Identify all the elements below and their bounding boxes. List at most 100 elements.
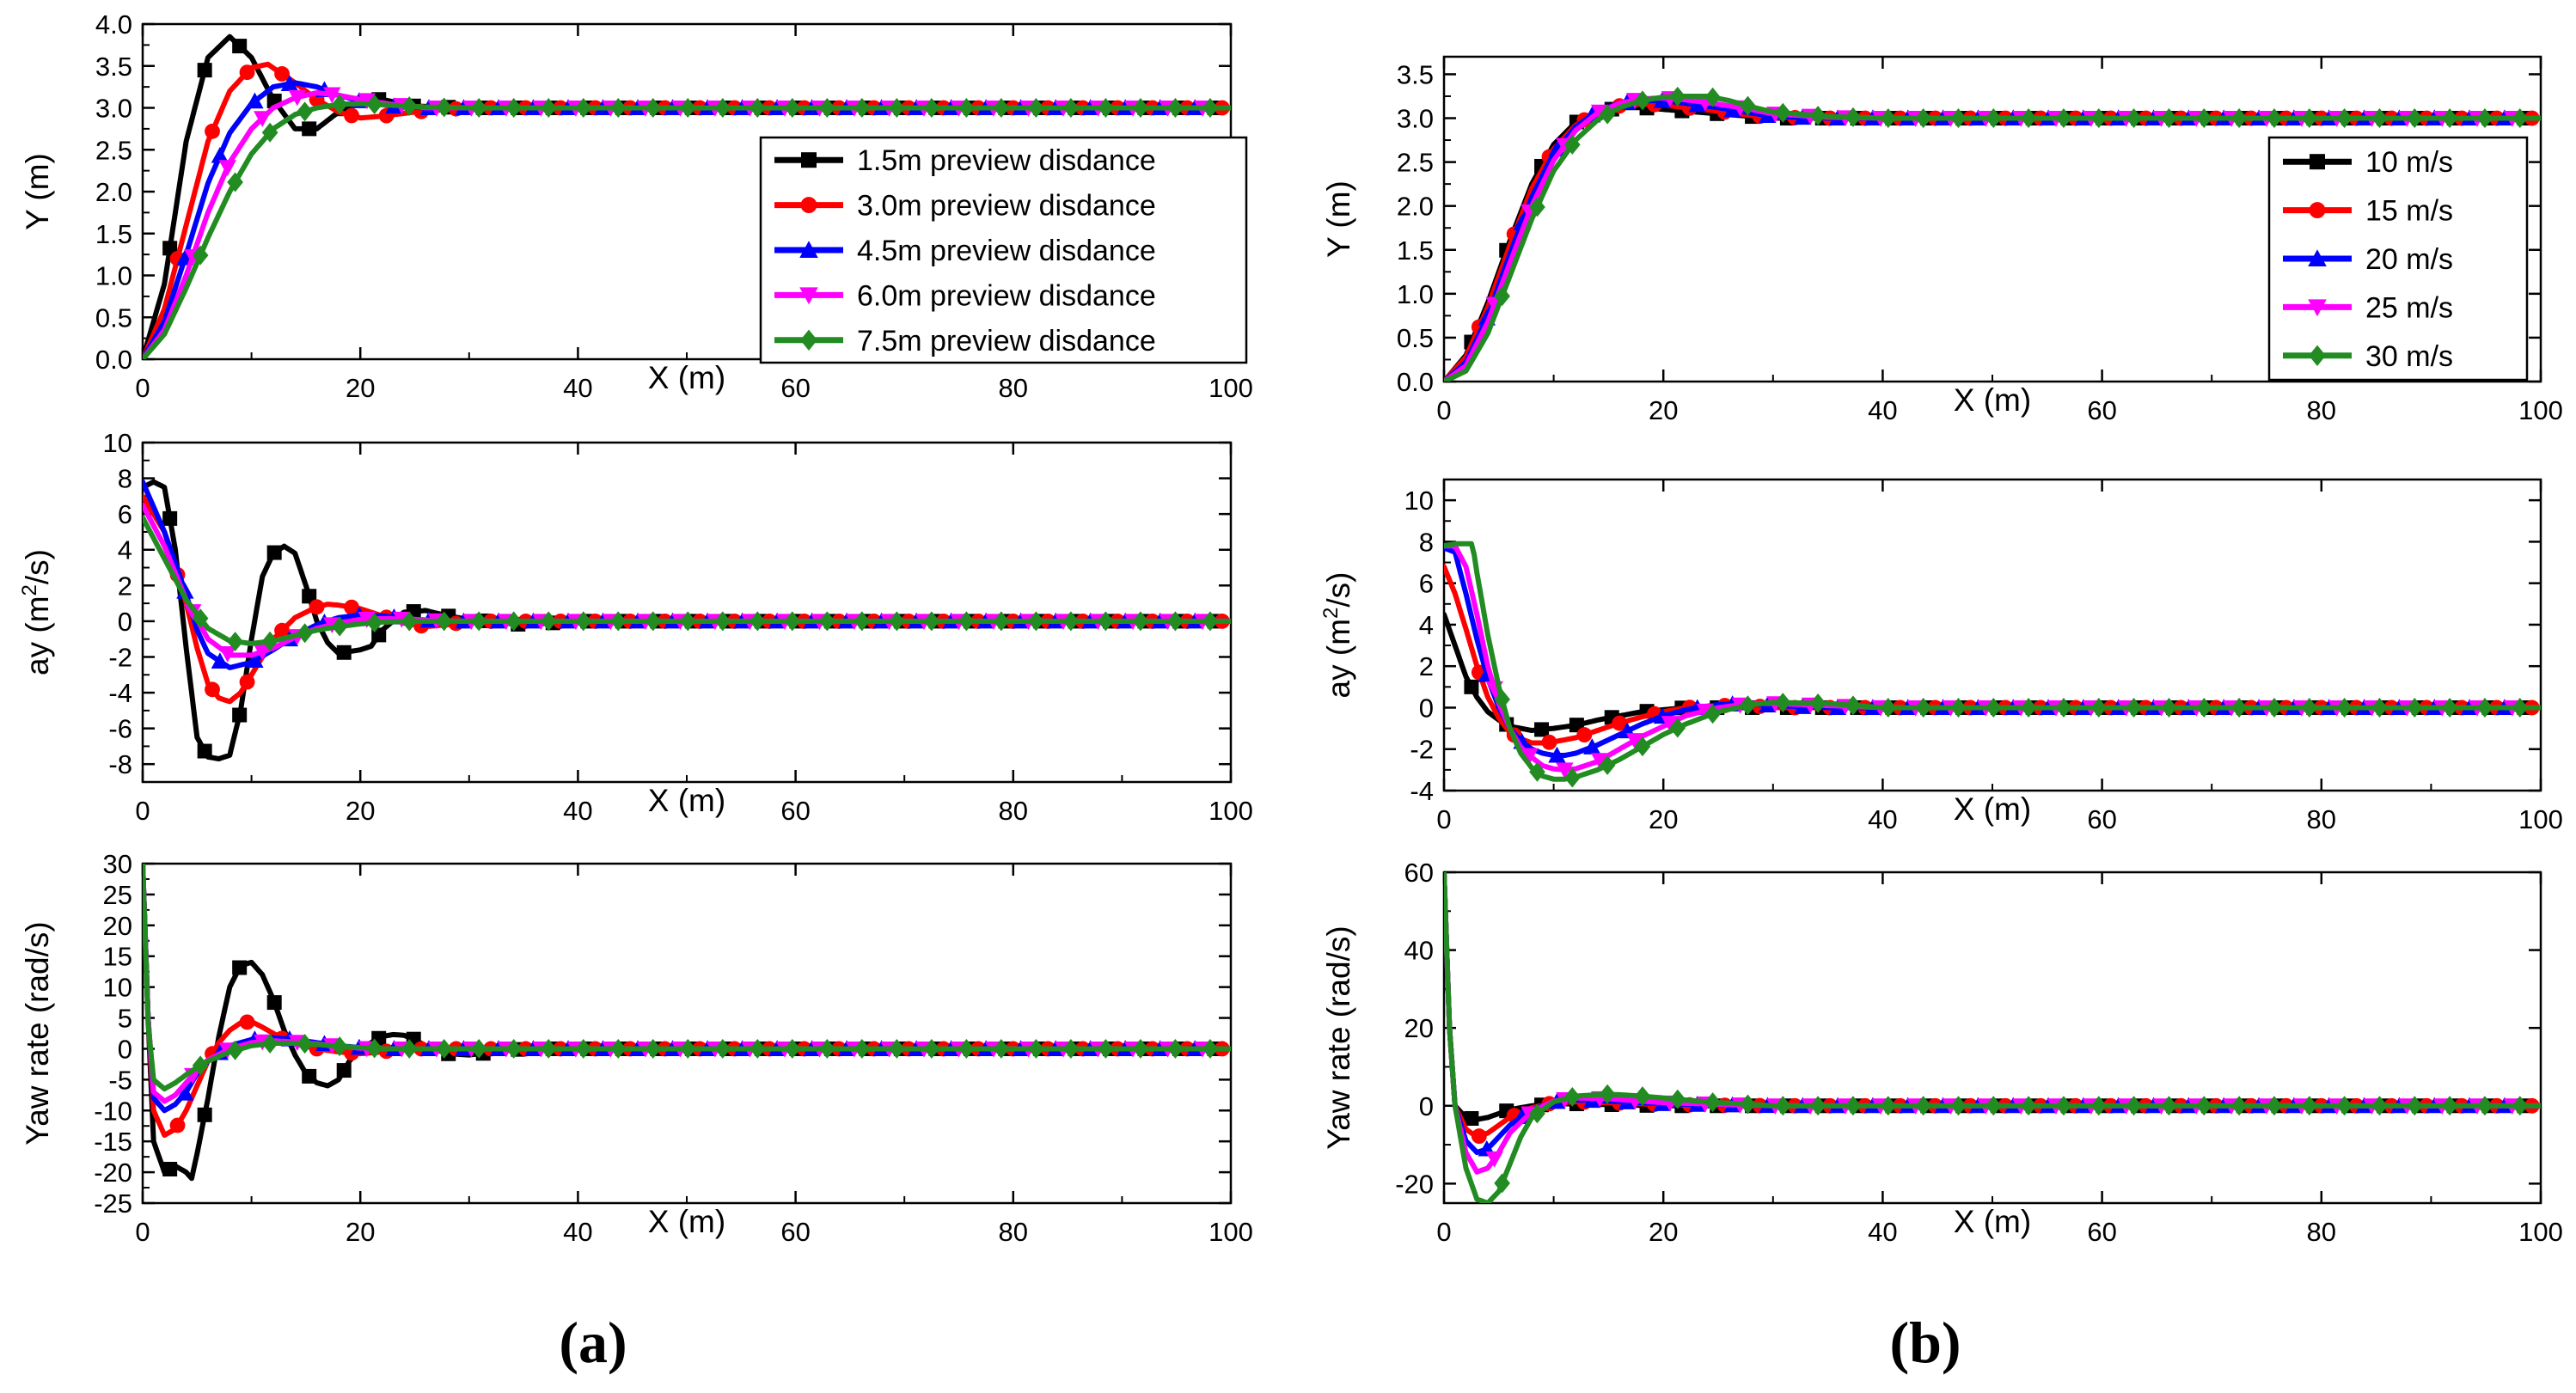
series-marker <box>1723 101 1741 118</box>
y-tick-label: 25 <box>103 880 132 910</box>
series-marker <box>1529 761 1545 782</box>
series-marker <box>246 651 264 669</box>
x-tick-label: 0 <box>1436 804 1451 834</box>
series-marker <box>1985 1096 2002 1116</box>
series-marker <box>1880 1096 1897 1116</box>
series-marker <box>854 611 871 632</box>
series-marker <box>1809 106 1826 126</box>
series-marker <box>1167 98 1184 118</box>
y-axis-label-end: /s) <box>1321 572 1356 608</box>
x-tick-label: 0 <box>1436 395 1451 425</box>
series-marker <box>1599 755 1616 775</box>
y-axis-label-superscript: 2 <box>1319 608 1343 619</box>
legend-label: 1.5m preview disdance <box>857 144 1156 177</box>
y-tick-label: 30 <box>103 849 132 879</box>
series-marker <box>2441 108 2458 128</box>
y-tick-label: 3.0 <box>95 94 132 124</box>
series-marker <box>297 623 313 644</box>
series-marker <box>197 743 212 759</box>
series-marker <box>1669 86 1686 107</box>
series-marker <box>993 98 1010 118</box>
series-marker <box>1202 1038 1219 1059</box>
series-marker <box>470 1038 487 1059</box>
series-marker <box>1950 697 1967 718</box>
y-tick-label: 10 <box>1404 486 1434 516</box>
series-marker <box>1880 108 1897 128</box>
series-marker <box>958 611 975 632</box>
y-tick-label: 3.5 <box>1397 59 1434 89</box>
y-tick-label: 4.0 <box>95 9 132 40</box>
series-marker <box>1612 715 1628 731</box>
series-marker <box>1704 87 1721 107</box>
series-marker <box>261 1033 278 1054</box>
y-tick-label: 0.5 <box>1397 323 1434 353</box>
series-marker <box>1167 611 1184 632</box>
y-axis-label: ay (m2/s) <box>1319 572 1356 699</box>
series-marker <box>1494 286 1510 307</box>
series-marker <box>1845 1096 1862 1116</box>
series-marker <box>818 611 835 632</box>
legend-label: 25 m/s <box>2365 291 2453 324</box>
series-marker <box>1915 1096 1931 1116</box>
series-marker <box>266 545 282 560</box>
panel-label-a: (a) <box>559 1310 627 1375</box>
series-marker <box>749 98 766 118</box>
y-axis-label: Yaw rate (rad/s) <box>1321 926 1356 1149</box>
series-marker <box>261 122 278 143</box>
y-tick-label: 3.5 <box>95 52 132 82</box>
series-marker <box>888 1038 905 1059</box>
y-tick-label: 0 <box>1419 1091 1434 1121</box>
legend-label: 6.0m preview disdance <box>857 279 1156 312</box>
y-tick-label: -5 <box>108 1065 132 1095</box>
series-marker <box>2020 108 2037 128</box>
series-marker <box>266 995 282 1011</box>
series-marker <box>818 1038 835 1059</box>
x-axis-label: X (m) <box>648 783 725 818</box>
series-marker <box>2161 697 2177 718</box>
series-marker <box>1471 1128 1487 1145</box>
legend: 10 m/s 15 m/s 20 m/s 25 m/s 30 m/s <box>2267 136 2529 382</box>
x-tick-label: 100 <box>1208 373 1253 403</box>
series-marker <box>1062 611 1080 632</box>
y-axis-label-base: ay (m <box>1321 619 1356 699</box>
x-tick-label: 40 <box>563 373 592 403</box>
series-marker <box>1634 90 1651 111</box>
y-tick-label: 10 <box>103 428 132 458</box>
series-marker <box>2441 697 2458 718</box>
legend-label: 10 m/s <box>2365 146 2453 179</box>
series-marker <box>2512 108 2529 128</box>
series-marker <box>274 66 290 82</box>
y-tick-label: 8 <box>1419 527 1434 557</box>
series-marker <box>1028 98 1044 118</box>
series-marker <box>784 1038 801 1059</box>
series-layer <box>1444 541 2541 788</box>
series-marker <box>679 611 696 632</box>
series-marker <box>749 1038 766 1059</box>
series-marker <box>645 611 662 632</box>
series-marker <box>505 611 523 632</box>
series-marker <box>1062 1038 1080 1059</box>
series-marker <box>1809 693 1826 713</box>
series-marker <box>401 611 418 632</box>
y-tick-label: 20 <box>1404 1013 1434 1043</box>
series-marker <box>2336 1096 2353 1116</box>
y-tick-label: 0.5 <box>95 302 132 333</box>
series-marker <box>1464 1110 1479 1126</box>
series-marker <box>2090 108 2108 128</box>
series-marker <box>366 94 383 114</box>
x-tick-label: 20 <box>1649 804 1678 834</box>
y-tick-label: 0 <box>118 1034 132 1064</box>
series-marker <box>436 97 453 118</box>
series-marker <box>470 611 487 632</box>
x-tick-label: 20 <box>1649 1217 1678 1247</box>
series-marker <box>2371 1096 2388 1116</box>
y-tick-label: -6 <box>108 714 132 744</box>
y-tick-label: 1.0 <box>1397 279 1434 309</box>
legend-swatch-marker <box>2308 299 2327 317</box>
chart-a3: 0 20 40 60 80 100-25-20-15-10-5051015202530X … <box>20 849 1253 1247</box>
series-marker <box>205 681 220 698</box>
series-marker <box>197 1107 212 1122</box>
series-marker <box>2301 697 2318 718</box>
y-tick-label: -20 <box>94 1158 132 1188</box>
series-marker <box>1028 1038 1044 1059</box>
